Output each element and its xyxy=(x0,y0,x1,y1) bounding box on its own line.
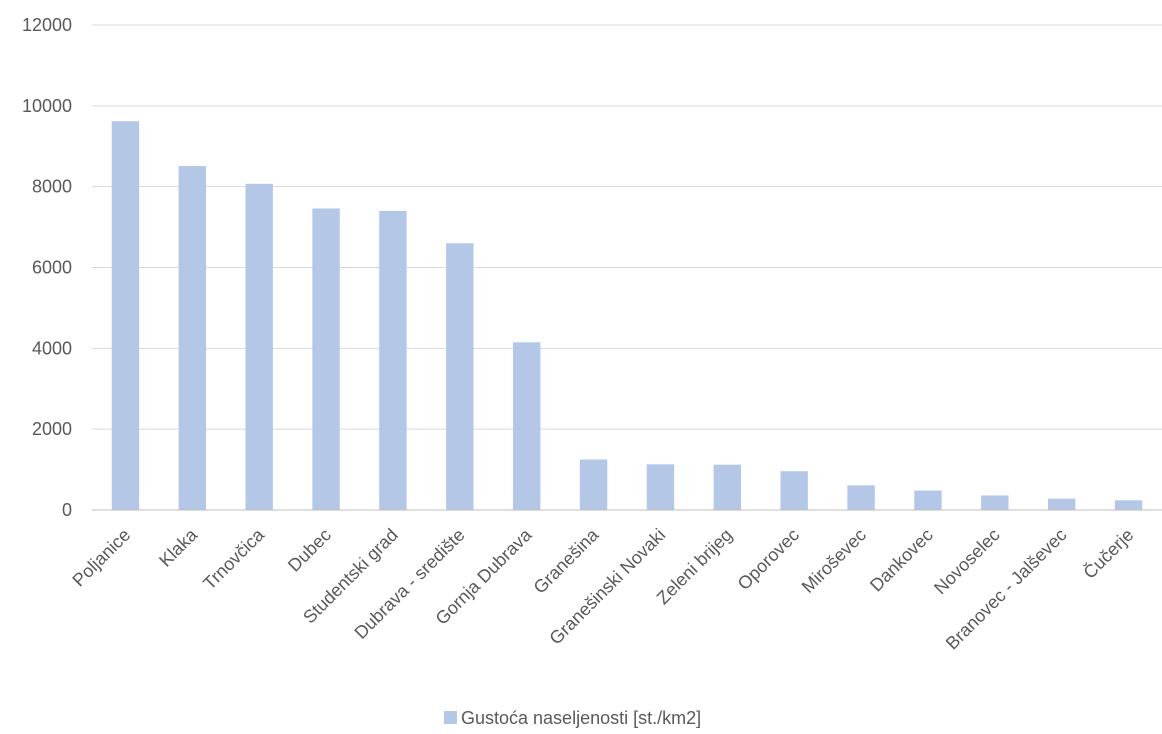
x-category-label: Klaka xyxy=(155,524,202,571)
x-category-label: Granešinski Novaki xyxy=(545,525,669,649)
x-category-label: Čučerje xyxy=(1079,524,1138,583)
x-category-label: Dubec xyxy=(284,525,335,576)
y-tick-label: 6000 xyxy=(32,258,72,278)
x-category-label: Poljanice xyxy=(68,525,134,591)
bar xyxy=(512,342,541,510)
x-category-label: Dubrava - središte xyxy=(351,525,469,643)
bar xyxy=(914,490,942,510)
y-axis-ticks: 0 2000 4000 6000 8000 10000 12000 xyxy=(22,15,72,520)
bar xyxy=(847,485,875,510)
bar xyxy=(713,464,742,510)
y-tick-label: 10000 xyxy=(22,96,72,116)
bar xyxy=(1047,498,1076,510)
bar xyxy=(981,495,1009,510)
x-category-label: Dankovec xyxy=(866,525,937,596)
bar xyxy=(1114,500,1143,510)
bar xyxy=(446,243,474,510)
bar xyxy=(780,471,808,510)
bar xyxy=(312,208,340,510)
legend: Gustoća naseljenosti [st./km2] xyxy=(444,708,701,728)
y-tick-label: 0 xyxy=(62,500,72,520)
y-tick-label: 12000 xyxy=(22,15,72,35)
x-category-label: Branovec - Jalševec xyxy=(942,525,1071,654)
legend-label: Gustoća naseljenosti [st./km2] xyxy=(461,708,701,728)
y-tick-label: 2000 xyxy=(32,419,72,439)
x-category-label: Trnovčica xyxy=(199,524,269,594)
bar xyxy=(579,459,608,510)
bar xyxy=(379,210,407,510)
x-category-label: Oporovec xyxy=(734,525,803,594)
bar xyxy=(111,121,140,511)
bar xyxy=(178,166,207,510)
y-tick-label: 8000 xyxy=(32,177,72,197)
x-category-label: Miroševec xyxy=(798,525,870,597)
y-tick-label: 4000 xyxy=(32,338,72,358)
bars xyxy=(111,121,1143,511)
legend-swatch xyxy=(444,711,457,724)
bar xyxy=(245,183,273,510)
bar xyxy=(646,464,675,510)
